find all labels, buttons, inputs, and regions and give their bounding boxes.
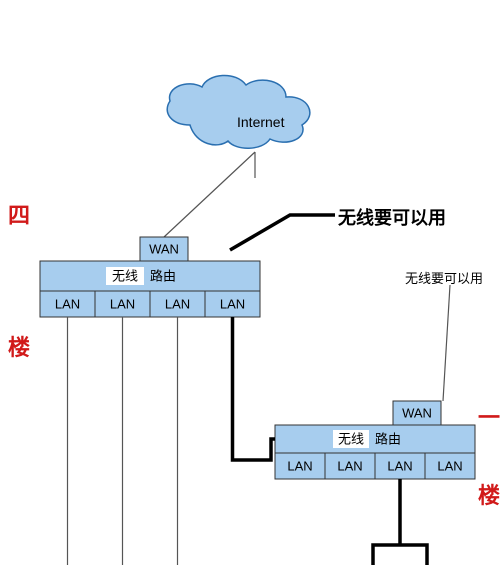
router2-title-b: 路由 <box>375 431 401 446</box>
router1-lan-row: LAN LAN LAN LAN <box>40 291 260 317</box>
internet-cloud <box>167 75 310 148</box>
router2-lan-label: LAN <box>337 458 362 473</box>
router2-lan-row: LAN LAN LAN LAN <box>275 453 475 479</box>
internet-label: Internet <box>237 114 284 130</box>
callout-sub-text: 无线要可以用 <box>405 268 483 287</box>
router1-lan-drops <box>68 317 178 565</box>
router2-lan-label: LAN <box>437 458 462 473</box>
callout-line-main <box>230 215 335 250</box>
router1-lan-label: LAN <box>165 296 190 311</box>
router-2: WAN 无线 路由 LAN LAN LAN LAN <box>275 401 475 479</box>
router1-lan-label: LAN <box>55 296 80 311</box>
router2-lan-label: LAN <box>387 458 412 473</box>
floor-label-4-top: 四 <box>8 198 30 230</box>
router1-lan-label: LAN <box>110 296 135 311</box>
router1-wan-label: WAN <box>149 241 179 256</box>
router2-title-a: 无线 <box>338 431 364 446</box>
router1-title-b: 路由 <box>150 268 176 283</box>
floor-label-1-bottom: 楼 <box>478 478 500 510</box>
router2-lan-label: LAN <box>287 458 312 473</box>
floor-label-4-bottom: 楼 <box>8 330 30 362</box>
callout-main-text: 无线要可以用 <box>338 204 446 230</box>
callout-line-sub <box>443 285 450 401</box>
device-bottom-partial <box>373 545 427 565</box>
router2-wan-label: WAN <box>402 405 432 420</box>
link-cloud-to-router1 <box>164 152 255 237</box>
floor-label-1-top: 一 <box>478 400 500 432</box>
router1-lan-label: LAN <box>220 296 245 311</box>
router1-title-a: 无线 <box>112 268 138 283</box>
router-1: WAN 无线 路由 LAN LAN LAN LAN <box>40 237 260 317</box>
link-router1-to-router2 <box>233 317 276 460</box>
